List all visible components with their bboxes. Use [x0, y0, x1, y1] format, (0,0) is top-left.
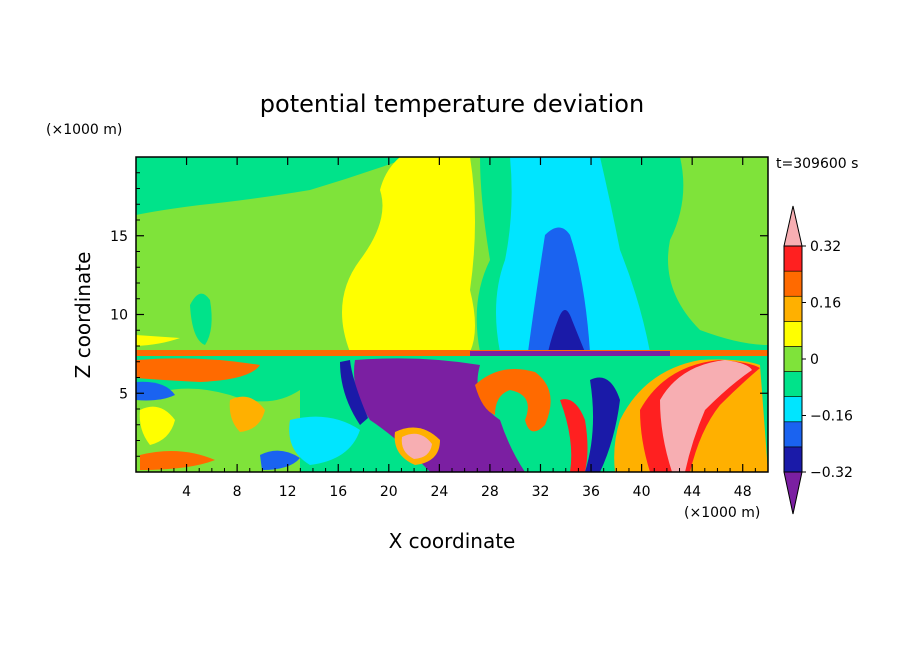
x-tick-label: 12	[279, 484, 297, 500]
x-tick-label: 36	[582, 484, 600, 500]
y-unit-label: (×1000 m)	[46, 122, 122, 138]
colorbar-tick-label: 0.16	[810, 296, 841, 312]
contour-band-20	[560, 399, 588, 472]
inversion-stripe-dark	[470, 351, 670, 356]
x-tick-label: 28	[481, 484, 499, 500]
colorbar: 0.32 0.16 0 −0.16 −0.32	[783, 205, 853, 515]
y-tick-label: 15	[110, 229, 128, 245]
colorbar-band	[783, 446, 803, 473]
x-tick-label: 40	[633, 484, 651, 500]
x-axis-label: X coordinate	[389, 529, 516, 553]
x-tick-label: 24	[430, 484, 448, 500]
colorbar-band	[783, 421, 803, 448]
contour-band-13	[289, 416, 360, 465]
colorbar-tick-label: 0	[810, 352, 819, 368]
contour-band-24	[660, 360, 752, 472]
contour-band-16	[340, 360, 368, 425]
y-axis-label: Z coordinate	[71, 252, 95, 379]
colorbar-extend-min	[783, 471, 803, 515]
x-tick-label: 44	[683, 484, 701, 500]
colorbar-band	[783, 295, 803, 322]
x-tick-label: 20	[380, 484, 398, 500]
x-unit-label: (×1000 m)	[684, 505, 760, 521]
colorbar-band	[783, 270, 803, 297]
contour-band-12	[140, 451, 215, 470]
contour-band-1	[190, 293, 212, 345]
contour-band-19	[475, 368, 551, 432]
x-tick-label: 16	[329, 484, 347, 500]
contour-band-3	[342, 157, 475, 352]
colorbar-band	[783, 346, 803, 372]
x-tick-label: 32	[532, 484, 550, 500]
contour-band-14	[260, 450, 300, 470]
colorbar-tick-label: −0.32	[810, 465, 853, 481]
y-tick-label: 10	[110, 308, 128, 324]
chart-title: potential temperature deviation	[260, 90, 644, 118]
contour-band-15	[354, 358, 525, 472]
plot-area	[136, 157, 768, 472]
colorbar-tick-label: 0.32	[810, 239, 841, 255]
contour-band-0	[136, 157, 410, 215]
y-tick-label: 5	[119, 386, 128, 402]
y-axis: 5 10 15	[110, 172, 768, 457]
contour-band-8	[548, 310, 585, 352]
colorbar-band	[783, 321, 803, 347]
contour-band-7	[528, 227, 590, 352]
colorbar-extend-max	[783, 205, 803, 247]
contour-band-4	[136, 335, 180, 346]
contour-band-10	[139, 406, 175, 445]
contour-band-18	[401, 433, 432, 459]
contour-band-21	[585, 377, 620, 472]
colorbar-band	[783, 245, 803, 272]
contour-band-25	[136, 358, 260, 382]
inversion-stripe	[136, 350, 768, 356]
x-tick-label: 8	[233, 484, 242, 500]
x-axis: 4 8 12 16 20 24 28 32 36 40 44 48	[148, 157, 756, 500]
x-tick-label: 48	[734, 484, 752, 500]
time-label: t=309600 s	[776, 156, 858, 172]
x-tick-label: 4	[182, 484, 191, 500]
colorbar-tick-label: −0.16	[810, 409, 853, 425]
contour-band-11	[229, 396, 265, 432]
contour-band-26	[136, 381, 175, 401]
colorbar-band	[783, 396, 803, 423]
colorbar-band	[783, 371, 803, 397]
